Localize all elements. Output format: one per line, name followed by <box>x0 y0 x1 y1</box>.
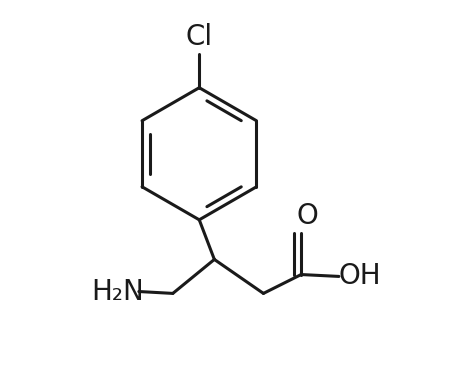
Text: OH: OH <box>338 262 381 290</box>
Text: O: O <box>296 202 318 230</box>
Text: Cl: Cl <box>186 23 213 51</box>
Text: H₂N: H₂N <box>92 278 145 306</box>
